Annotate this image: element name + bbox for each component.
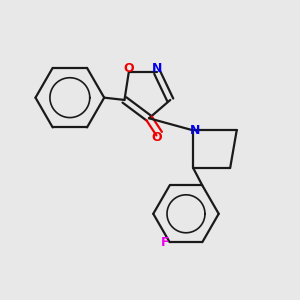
Text: N: N: [152, 62, 162, 75]
Text: O: O: [123, 62, 134, 75]
Text: O: O: [151, 131, 162, 144]
Text: N: N: [190, 124, 200, 137]
Text: F: F: [160, 236, 169, 249]
